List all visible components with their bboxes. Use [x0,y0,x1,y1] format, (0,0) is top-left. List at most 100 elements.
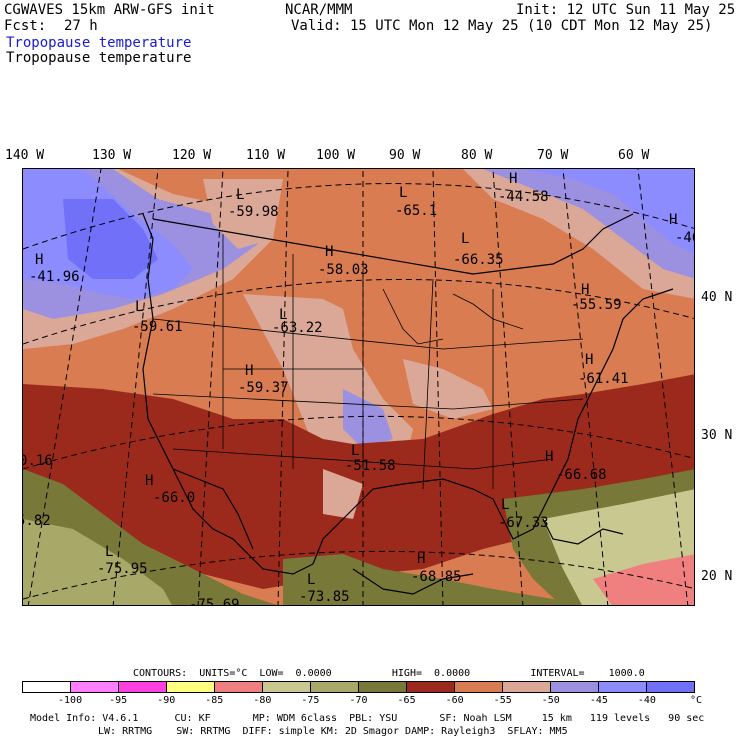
high-value: -58.03 [318,262,369,278]
high-value: -66.0 [153,490,195,506]
colorbar-tick-label: -80 [253,695,272,706]
lat-label: 40 N [701,290,733,305]
init-time: Init: 12 UTC Sun 11 May 25 [516,2,736,18]
field-band-55-50-ohio [403,359,493,419]
low-value: -73.85 [299,589,350,605]
colorbar-swatch [215,682,263,692]
high-marker: H [669,212,677,228]
colorbar-tick-label: -75 [301,695,320,706]
high-marker: H [35,252,43,268]
colorbar-tick-label: -90 [157,695,176,706]
high-marker: H [581,282,589,298]
field-band-85-80 [593,554,694,605]
colorbar-swatch [647,682,694,692]
low-value: -75.95 [97,561,148,577]
lon-label: 90 W [389,148,421,163]
colorbar-swatch [551,682,599,692]
lon-label: 80 W [461,148,493,163]
field-title-secondary: Tropopause temperature [6,50,192,66]
colorbar-swatch [599,682,647,692]
lon-label: 130 W [92,148,132,163]
colorbar-swatch [119,682,167,692]
high-value: -68.85 [411,569,462,585]
colorbar-tick-label: -100 [58,695,83,706]
forecast-hour: 27 h [64,18,98,34]
colorbar-tick-label: -85 [205,695,224,706]
high-value: -44.58 [498,189,549,205]
high-marker: H [245,363,253,379]
colorbar-tick-label: -70 [349,695,368,706]
model-info-line-2: LW: RRTMG SW: RRTMG DIFF: simple KM: 2D … [98,726,568,737]
colorbar-tick-label: -45 [589,695,608,706]
high-marker: H [585,352,593,368]
contours-info: CONTOURS: UNITS=°C LOW= 0.0000 HIGH= 0.0… [133,668,645,679]
colorbar-swatch [71,682,119,692]
low-marker: L [279,307,287,323]
state-borders [152,234,584,490]
lon-label: 120 W [172,148,212,163]
field-title-primary: Tropopause temperature [6,35,192,51]
low-value: -59.61 [132,319,183,335]
colorbar-swatch [263,682,311,692]
colorbar [22,681,695,693]
low-marker: L [399,185,407,201]
high-marker: H [417,551,425,567]
lon-label: 110 W [246,148,286,163]
low-marker: L [501,497,509,513]
low-value: -63.22 [272,320,323,336]
lon-label: 70 W [537,148,569,163]
colorbar-tick-label: -95 [109,695,128,706]
field-band-80-75 [23,519,172,605]
colorbar-tick-label: -55 [493,695,512,706]
colorbar-tick-label: -50 [541,695,560,706]
low-marker: L [236,187,244,203]
high-value: -59.37 [238,380,289,396]
tropopause-temperature-map: H -44.58 H -46 L -59.98 L -65.1 H -41.96… [22,168,695,606]
colorbar-tick-label: -40 [637,695,656,706]
low-value: -67.33 [498,515,549,531]
low-value: -66.35 [453,252,504,268]
low-marker: L [351,443,359,459]
high-value: -55.59 [571,297,622,313]
low-marker: L [307,572,315,588]
low-marker: L [105,544,113,560]
high-marker: H [325,244,333,260]
lat-label: 20 N [701,569,733,584]
source-label: NCAR/MMM [285,2,353,18]
low-value: -65.1 [395,203,437,219]
lat-label: 30 N [701,428,733,443]
extrema-labels: H -44.58 H -46 L -59.98 L -65.1 H -41.96… [23,171,695,606]
field-band-above-40-nw [63,199,158,279]
colorbar-swatch [359,682,407,692]
high-marker: H [509,171,517,187]
low-value: -59.98 [228,204,279,220]
field-band-75-70-gulf [283,554,576,605]
colorbar-unit: °C [689,695,703,706]
colorbar-swatch [455,682,503,692]
high-marker: H [545,449,553,465]
extremum-value: 0.16 [23,453,53,469]
colorbar-tick-label: -60 [445,695,464,706]
extremum-value: 5.82 [23,513,51,529]
colorbar-swatch [311,682,359,692]
colorbar-swatch [167,682,215,692]
high-marker: H [145,473,153,489]
forecast-label: Fcst: [4,18,47,34]
high-value: -61.41 [578,371,629,387]
map-canvas: H -44.58 H -46 L -59.98 L -65.1 H -41.96… [23,169,695,606]
high-value: -41.96 [29,269,80,285]
coastlines [142,213,674,595]
high-value: -46 [675,230,695,246]
colorbar-tick-label: -65 [397,695,416,706]
field-band-55-50-texas [323,469,363,519]
field-band-45-40-ne [523,169,694,254]
valid-time: Valid: 15 UTC Mon 12 May 25 (10 CDT Mon … [291,18,713,34]
low-marker: L [135,299,143,315]
colorbar-swatch [503,682,551,692]
extremum-value: -75.69 [189,597,240,606]
high-value: -66.68 [556,467,607,483]
colorbar-swatch [23,682,71,692]
lon-label: 140 W [5,148,45,163]
colorbar-swatch [407,682,455,692]
low-value: -51.58 [345,458,396,474]
